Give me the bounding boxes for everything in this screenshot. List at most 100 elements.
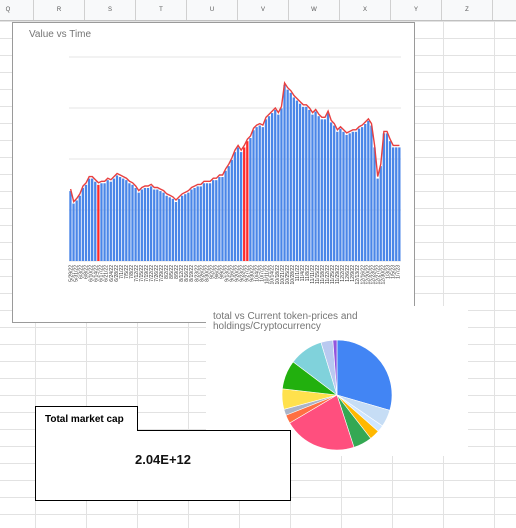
pie-title-line-1: total vs Current token-prices and xyxy=(213,311,358,322)
bar xyxy=(345,134,348,261)
column-header-q[interactable]: Q xyxy=(0,0,34,20)
value-vs-time-plot: 5/29/22 5/31/22 6/3/22 6/8/22 6/10/22 6/14/22… xyxy=(69,56,402,285)
market-cap-box[interactable] xyxy=(35,430,291,501)
column-header-z[interactable]: Z xyxy=(442,0,493,20)
column-header-s[interactable]: S xyxy=(85,0,136,20)
bar xyxy=(395,147,398,261)
x-tick-label: 1/7/23 xyxy=(396,265,402,279)
x-tick-label: 8/26/22 xyxy=(199,265,205,282)
bar xyxy=(140,189,143,261)
x-tick-label: 12/27/22 xyxy=(375,265,381,285)
x-tick-label: 11/8/22 xyxy=(305,265,311,282)
x-tick-label: 1/5/23 xyxy=(391,265,397,279)
x-tick-label: 7/19/22 xyxy=(144,265,150,282)
x-tick-label: 6/3/22 xyxy=(79,265,85,279)
bar xyxy=(81,187,85,261)
x-tick-label: 10/28/22 xyxy=(290,265,296,285)
bar xyxy=(72,203,75,261)
x-tick-label: 12/30/22 xyxy=(380,265,386,285)
bar xyxy=(385,133,389,261)
bar xyxy=(196,186,199,261)
bar xyxy=(351,131,354,261)
bar xyxy=(354,131,358,261)
x-tick-label: 11/25/22 xyxy=(330,265,336,284)
x-tick-label: 12/9/22 xyxy=(350,265,356,282)
column-header-t[interactable]: T xyxy=(136,0,187,20)
bar xyxy=(184,194,187,261)
column-header-x[interactable]: X xyxy=(340,0,391,20)
x-tick-label: 11/18/22 xyxy=(320,265,326,284)
bar xyxy=(91,178,94,261)
bar xyxy=(187,192,190,261)
bar xyxy=(199,186,202,261)
bar xyxy=(131,184,134,261)
bar xyxy=(255,127,258,262)
bar xyxy=(100,183,103,261)
bar xyxy=(267,116,271,261)
x-tick-label: 11/11/22 xyxy=(310,265,316,284)
bar xyxy=(357,128,361,261)
bar xyxy=(382,133,385,261)
x-tick-label: 9/9/22 xyxy=(219,265,225,279)
column-header-v[interactable]: V xyxy=(238,0,289,20)
bar xyxy=(367,120,370,261)
x-tick-label: 5/29/22 xyxy=(69,265,75,282)
bar xyxy=(302,106,305,261)
market-cap-value: 2.04E+12 xyxy=(134,452,192,467)
bar xyxy=(339,128,342,261)
x-tick-label: 12/13/22 xyxy=(355,265,361,285)
bar xyxy=(174,202,178,261)
bar xyxy=(314,111,317,262)
x-tick-label: 8/12/22 xyxy=(179,265,185,282)
x-tick-label: 7/15/22 xyxy=(139,265,145,282)
x-tick-label: 9/2/22 xyxy=(209,265,215,279)
column-header-r[interactable]: R xyxy=(34,0,85,20)
bar xyxy=(118,177,122,261)
x-tick-label: 10/14/22 xyxy=(270,265,276,285)
trend-line xyxy=(69,81,400,203)
bar xyxy=(162,192,165,261)
bar xyxy=(84,184,88,261)
column-header-w[interactable]: W xyxy=(289,0,340,20)
bar xyxy=(323,119,327,261)
bar xyxy=(106,180,109,261)
bar xyxy=(208,183,212,261)
bar xyxy=(243,147,246,261)
x-tick-label: 11/4/22 xyxy=(300,265,306,282)
bar xyxy=(221,177,224,261)
x-tick-label: 5/31/22 xyxy=(74,265,80,282)
bar xyxy=(364,124,367,261)
column-header-u[interactable]: U xyxy=(187,0,238,20)
bar xyxy=(156,189,159,261)
bar xyxy=(177,198,181,261)
pie-plot xyxy=(281,339,393,451)
pie-slice xyxy=(289,394,355,451)
bar xyxy=(149,186,153,261)
value-vs-time-chart[interactable]: Value vs Time 5/29/22 5/31/22 6/3/22 6/8/22… xyxy=(12,22,415,323)
bar xyxy=(348,133,351,261)
bar xyxy=(205,183,209,261)
bar xyxy=(171,198,174,261)
x-tick-label: 12/6/22 xyxy=(345,265,351,282)
x-tick-label: 6/17/22 xyxy=(99,265,105,282)
bar xyxy=(94,181,97,261)
x-tick-label: 6/21/22 xyxy=(104,265,110,282)
bar xyxy=(277,114,280,261)
bar xyxy=(274,109,277,262)
x-tick-label: 7/1/22 xyxy=(119,265,125,279)
x-tick-label: 9/23/22 xyxy=(240,265,246,282)
x-tick-label: 1/3/23 xyxy=(385,265,391,279)
column-header-y[interactable]: Y xyxy=(391,0,442,20)
pie-title-line-2: holdings/Cryptocurrency xyxy=(213,321,321,332)
x-tick-label: 9/20/22 xyxy=(235,265,241,282)
x-tick-label: 7/12/22 xyxy=(134,265,140,282)
x-tick-label: 7/22/22 xyxy=(149,265,155,282)
pie-chart-title: total vs Current token-prices and holdin… xyxy=(213,312,413,332)
x-tick-label: 8/16/22 xyxy=(184,265,190,282)
bar xyxy=(193,187,196,261)
x-tick-label: 10/7/22 xyxy=(260,265,266,282)
x-tick-label: 6/10/22 xyxy=(89,265,95,282)
bar xyxy=(78,195,81,261)
x-tick-label: 10/11/22 xyxy=(265,265,271,284)
bar xyxy=(97,184,100,261)
